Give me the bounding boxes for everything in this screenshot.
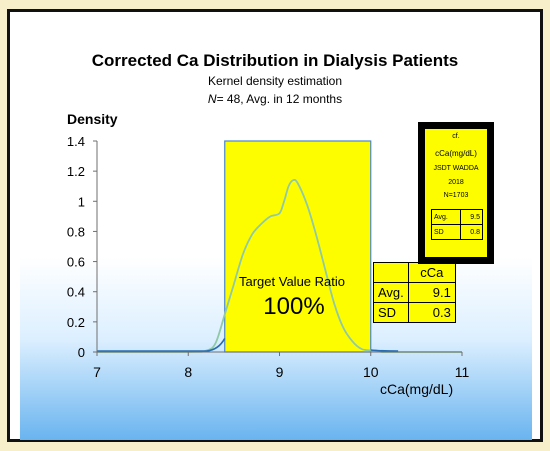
reference-box-inner: cf. cCa(mg/dL) JSDT WADDA 2018 N=1703 Av… [425,129,487,257]
table-row: Avg. 9.5 [431,209,484,225]
x-tick-label: 9 [276,364,284,380]
x-tick-label: 7 [93,364,101,380]
table-row: SD 0.8 [431,224,484,240]
target-range-box [224,140,372,353]
density-baseline-left [97,338,226,352]
y-tick-label: 0.8 [67,224,85,239]
stats-sd-label: SD [373,302,409,323]
reference-source: JSDT WADDA [433,165,479,172]
subtitle-n: N [208,92,217,106]
x-axis-label: cCa(mg/dL) [380,381,453,397]
x-tick-label: 8 [184,364,192,380]
subtitle-rest: = 48, Avg. in 12 months [217,92,343,106]
target-label: Target Value Ratio [239,274,345,289]
reference-cf: cf. [452,133,460,140]
y-tick-label: 0.4 [67,285,85,300]
density-curve [96,178,462,353]
table-row: Avg. 9.1 [373,282,456,303]
chart-subtitle-2: N= 48, Avg. in 12 months [208,92,342,106]
reference-n: N=1703 [443,192,469,199]
stats-table-corner [373,262,409,283]
reference-year: 2018 [448,179,464,186]
reference-table: Avg. 9.5 SD 0.8 [431,209,484,240]
target-value: 100% [263,293,324,320]
reference-sd-value: 0.8 [459,224,484,240]
y-tick-label: 0 [78,345,85,360]
density-baseline-right [370,349,399,352]
plot-area: 0 0.2 0.4 0.6 0.8 1 1.2 1.4 7 8 9 10 11 [67,134,470,380]
stats-avg-label: Avg. [373,282,409,303]
reference-unit: cCa(mg/dL) [435,149,477,158]
stats-sd-value: 0.3 [407,302,456,323]
reference-avg-label: Avg. [431,209,461,225]
y-axis-label: Density [67,111,118,127]
stats-table-header: cCa [407,262,456,283]
x-tick-label: 11 [455,364,470,380]
y-tick-label: 0.6 [67,255,85,270]
x-tick-label: 10 [363,364,379,380]
y-tick-label: 1 [78,194,85,209]
chart-title: Corrected Ca Distribution in Dialysis Pa… [92,51,459,70]
y-tick-label: 0.2 [67,315,85,330]
y-tick-label: 1.4 [67,134,85,149]
y-tick-label: 1.2 [67,164,85,179]
reference-box: cf. cCa(mg/dL) JSDT WADDA 2018 N=1703 Av… [418,122,494,264]
stats-avg-value: 9.1 [407,282,456,303]
stats-table: cCa Avg. 9.1 SD 0.3 [373,262,456,323]
reference-sd-label: SD [431,224,461,240]
table-row: SD 0.3 [373,302,456,323]
chart-subtitle: Kernel density estimation [208,74,342,88]
reference-avg-value: 9.5 [459,209,484,225]
